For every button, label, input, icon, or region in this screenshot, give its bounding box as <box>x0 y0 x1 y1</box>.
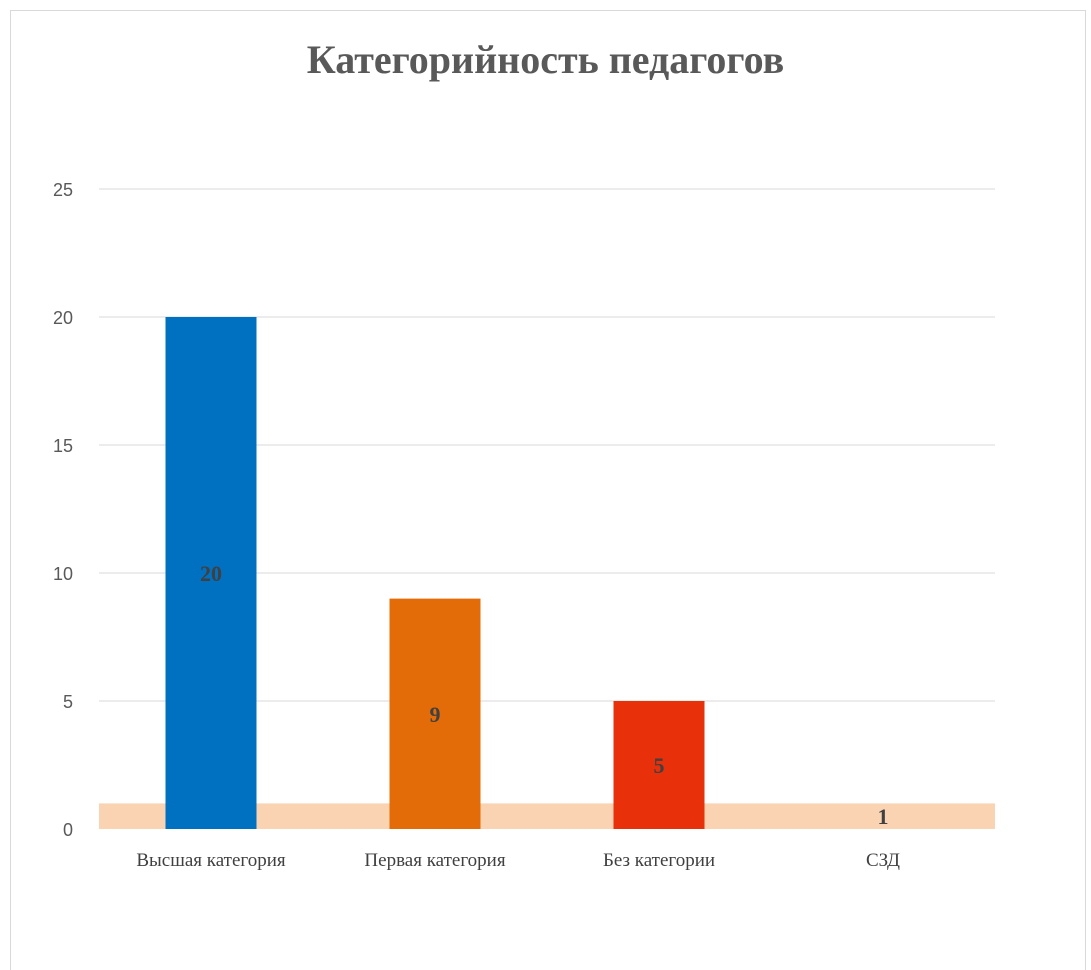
y-tick-label: 25 <box>53 180 73 200</box>
bar <box>165 317 257 829</box>
x-category-label: СЗД <box>866 850 900 871</box>
data-label: 5 <box>654 753 665 778</box>
y-tick-label: 10 <box>53 564 73 584</box>
chart-title: Категорийность педагогов <box>306 37 785 82</box>
bar <box>389 598 481 829</box>
y-tick-label: 0 <box>63 820 73 840</box>
bar <box>613 701 705 829</box>
data-label: 20 <box>200 561 222 586</box>
bars <box>99 317 995 829</box>
data-label: 1 <box>878 804 889 829</box>
y-tick-label: 15 <box>53 436 73 456</box>
x-category-label: Высшая категория <box>136 850 286 871</box>
x-category-label: Без категории <box>603 850 715 871</box>
y-axis-ticks: 0 5 10 15 20 25 <box>53 180 73 840</box>
data-labels: 20 9 5 1 <box>200 561 889 829</box>
chart-frame <box>10 10 1086 970</box>
y-tick-label: 20 <box>53 308 73 328</box>
data-label: 9 <box>430 702 441 727</box>
x-axis-labels: Высшая категория Первая категория Без кате… <box>136 850 900 871</box>
y-tick-label: 5 <box>63 692 73 712</box>
x-category-label: Первая категория <box>364 850 505 871</box>
